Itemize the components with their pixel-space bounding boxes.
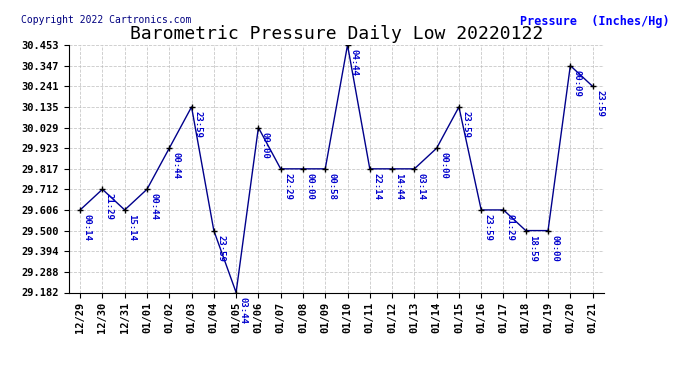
Text: 00:00: 00:00 [439, 152, 448, 179]
Title: Barometric Pressure Daily Low 20220122: Barometric Pressure Daily Low 20220122 [130, 26, 543, 44]
Text: 15:14: 15:14 [127, 214, 136, 241]
Text: 23:59: 23:59 [595, 90, 604, 117]
Text: 00:58: 00:58 [328, 173, 337, 200]
Text: 00:14: 00:14 [83, 214, 92, 241]
Text: 23:59: 23:59 [484, 214, 493, 241]
Text: 03:14: 03:14 [417, 173, 426, 200]
Text: 23:59: 23:59 [216, 235, 225, 262]
Text: 00:44: 00:44 [150, 194, 159, 220]
Text: 23:59: 23:59 [462, 111, 471, 138]
Text: 00:09: 00:09 [573, 70, 582, 97]
Text: 01:29: 01:29 [506, 214, 515, 241]
Text: 23:59: 23:59 [194, 111, 203, 138]
Text: Pressure  (Inches/Hg): Pressure (Inches/Hg) [520, 15, 669, 28]
Text: 04:44: 04:44 [350, 49, 359, 76]
Text: Copyright 2022 Cartronics.com: Copyright 2022 Cartronics.com [21, 15, 191, 25]
Text: 18:59: 18:59 [529, 235, 538, 262]
Text: 14:44: 14:44 [395, 173, 404, 200]
Text: 00:00: 00:00 [551, 235, 560, 262]
Text: 00:44: 00:44 [172, 152, 181, 179]
Text: 00:00: 00:00 [306, 173, 315, 200]
Text: 22:14: 22:14 [372, 173, 382, 200]
Text: 00:00: 00:00 [261, 132, 270, 159]
Text: 03:44: 03:44 [239, 297, 248, 324]
Text: 22:29: 22:29 [283, 173, 292, 200]
Text: 21:29: 21:29 [105, 194, 114, 220]
